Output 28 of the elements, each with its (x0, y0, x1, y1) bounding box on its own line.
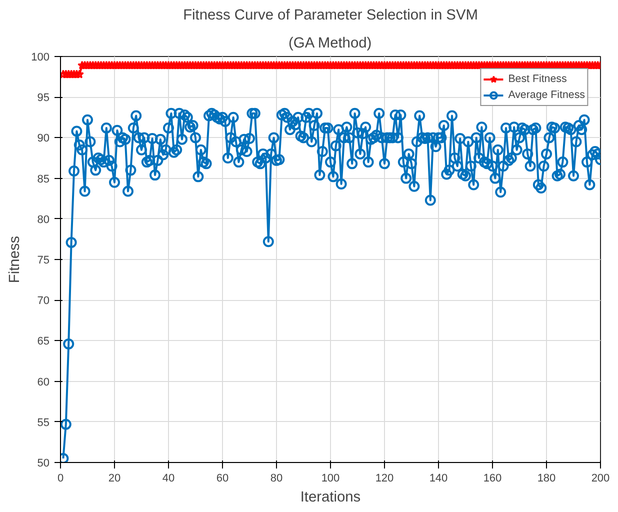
y-tick-label: 85 (37, 173, 50, 186)
x-tick-label: 180 (537, 472, 556, 484)
legend-label: Best Fitness (508, 72, 567, 87)
chart-title: Fitness Curve of Parameter Selection in SVM (183, 8, 478, 24)
x-axis-title: Iterations (300, 490, 361, 506)
x-tick-label: 40 (162, 472, 175, 484)
x-tick-label: 0 (57, 472, 64, 484)
y-tick-label: 60 (37, 376, 50, 388)
y-tick-label: 95 (37, 92, 50, 104)
x-tick-label: 200 (591, 472, 610, 484)
x-tick-label: 20 (108, 472, 121, 484)
y-tick-label: 80 (37, 214, 50, 226)
y-tick-label: 100 (31, 52, 50, 64)
y-tick-label: 50 (37, 458, 50, 470)
x-tick-label: 120 (375, 472, 394, 484)
y-tick-label: 75 (37, 254, 50, 266)
x-tick-label: 160 (483, 472, 502, 484)
x-tick-label: 80 (270, 472, 283, 484)
legend-label: Average Fitness (508, 88, 585, 103)
x-tick-label: 100 (321, 472, 340, 484)
y-tick-label: 55 (37, 416, 50, 429)
x-tick-label: 60 (216, 472, 229, 484)
y-tick-label: 65 (37, 336, 50, 348)
x-tick-label: 140 (429, 472, 448, 484)
y-tick-label: 70 (37, 295, 50, 308)
chart-subtitle: (GA Method) (288, 36, 372, 52)
y-axis-title: Fitness (7, 236, 24, 284)
y-tick-label: 90 (37, 132, 50, 145)
